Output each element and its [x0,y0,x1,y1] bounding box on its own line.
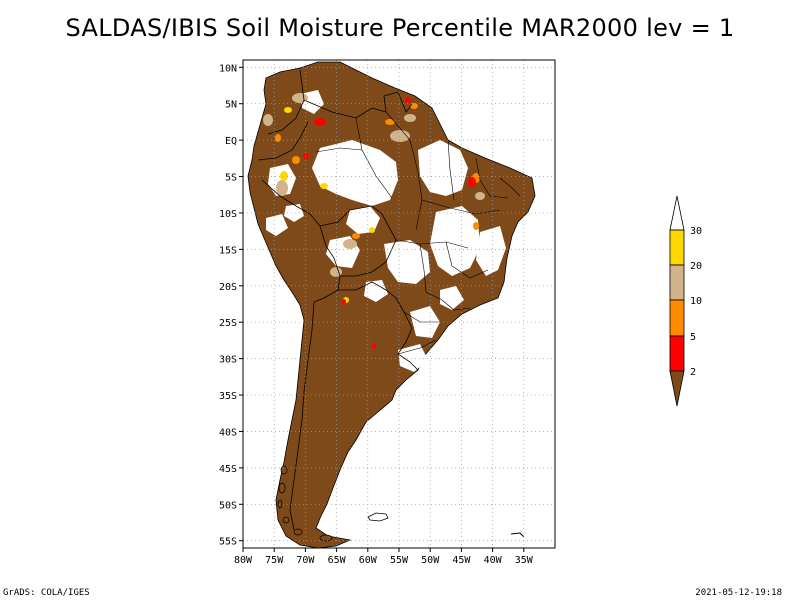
color-legend: 30 20 10 5 2 [669,195,702,407]
lat-tick-label: 20S [219,282,237,293]
falkland-islands [367,512,389,522]
footer-timestamp: 2021-05-12-19:18 [695,588,782,598]
legend-label-30: 30 [690,226,702,237]
lat-tick-label: 50S [219,500,237,511]
lon-tick-label: 50W [421,555,440,566]
lat-tick-label: 35S [219,391,237,402]
lat-tick-label: EQ [225,136,237,147]
lat-tick-group: 10N 5N EQ 5S 10S 15S 20S 25S 30S 35S 40S 45S 50S 55S [219,63,243,548]
lat-tick-label: 45S [219,464,237,475]
country-borders [257,69,419,531]
legend-cap-bottom [669,370,685,407]
lat-tick-label: 25S [219,318,237,329]
lon-tick-label: 35W [515,555,534,566]
legend-label-20: 20 [690,261,702,272]
legend-label-10: 10 [690,296,702,307]
legend-box-2-5 [669,335,685,372]
legend-box-5-10 [669,299,685,337]
legend-cap-top [669,195,685,231]
lat-tick-label: 5S [225,173,237,184]
lon-tick-label: 75W [265,555,284,566]
lon-tick-label: 65W [328,555,347,566]
lat-tick-label: 55S [219,537,237,548]
map-title: SALDAS/IBIS Soil Moisture Percentile MAR… [65,14,735,42]
lat-tick-label: 40S [219,427,237,438]
pct-20-30-regions [280,107,375,303]
lon-tick-label: 45W [452,555,471,566]
footer-credit: GrADS: COLA/IGES [3,588,90,598]
state-borders [315,111,521,355]
pct-2-5-regions [303,97,476,349]
lat-tick-label: 10S [219,209,237,220]
legend-label-5: 5 [690,332,696,343]
lat-tick-label: 5N [225,100,237,111]
legend-box-20-30 [669,229,685,266]
lon-tick-group: 80W 75W 70W 65W 60W 55W 50W 45W 40W 35W [234,548,534,566]
lon-tick-label: 70W [296,555,315,566]
lat-tick-label: 15S [219,245,237,256]
lat-tick-label: 30S [219,355,237,366]
lon-tick-label: 40W [484,555,503,566]
lon-tick-label: 80W [234,555,253,566]
pct-10-20-regions [263,93,485,277]
southern-islands [277,465,333,542]
legend-label-2: 2 [690,367,696,378]
lon-tick-label: 55W [390,555,409,566]
south-georgia-island [510,532,525,538]
lon-tick-label: 60W [359,555,378,566]
lat-tick-label: 10N [219,63,237,74]
legend-box-10-20 [669,264,685,301]
